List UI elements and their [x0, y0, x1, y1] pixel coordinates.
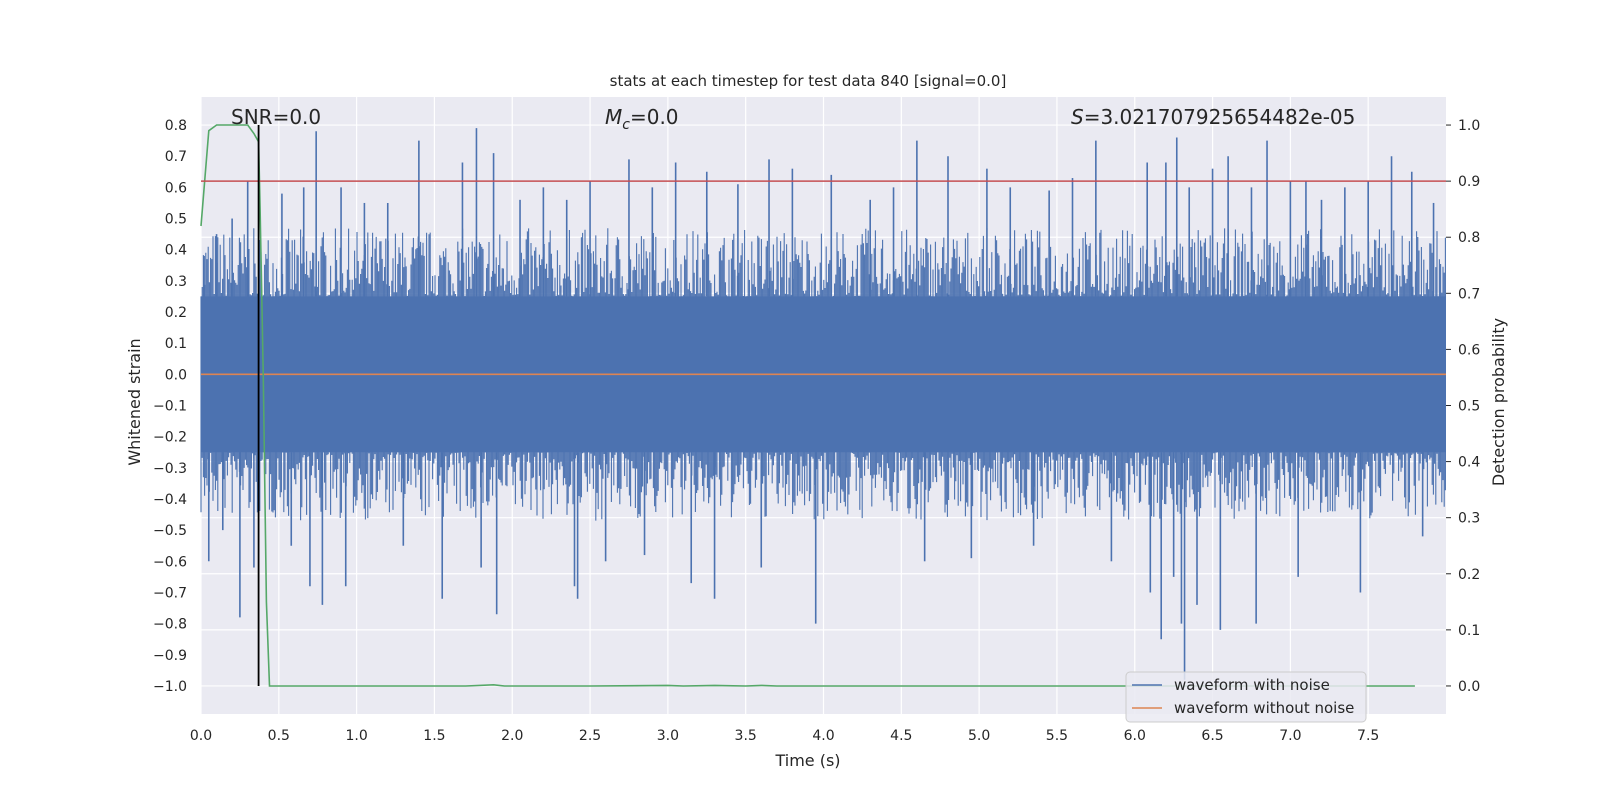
x-tick-label: 7.0 [1279, 728, 1301, 744]
x-tick-label: 3.0 [657, 728, 679, 744]
y-right-tick-label: 1.0 [1458, 118, 1480, 134]
x-tick-label: 6.5 [1201, 728, 1223, 744]
y-tick-label: −0.1 [153, 399, 187, 415]
y-axis-label: Whitened strain [125, 338, 144, 465]
x-tick-label: 3.5 [735, 728, 757, 744]
x-tick-label: 4.0 [812, 728, 834, 744]
x-axis-label: Time (s) [774, 751, 840, 770]
mc-annotation: Mc=0.0 [605, 105, 679, 133]
y-tick-label: 0.7 [165, 149, 187, 165]
x-tick-label: 0.0 [190, 728, 212, 744]
y-tick-label: 0.1 [165, 336, 187, 352]
y-tick-label: −0.2 [153, 430, 187, 446]
snr-value: =0.0 [273, 105, 322, 129]
snr-annotation: SNR=0.0 [231, 105, 321, 129]
y-tick-label: −0.4 [153, 492, 187, 508]
y-tick-label: 0.3 [165, 274, 187, 290]
x-tick-label: 2.0 [501, 728, 523, 744]
y-right-tick-label: 0.5 [1458, 399, 1480, 415]
y-right-tick-label: 0.7 [1458, 286, 1480, 302]
y-tick-label: −0.6 [153, 554, 187, 570]
x-tick-label: 4.5 [890, 728, 912, 744]
s-symbol: S [1071, 105, 1084, 129]
noise-trace [200, 227, 1446, 521]
x-tick-label: 0.5 [268, 728, 290, 744]
y-tick-label: 0.5 [165, 212, 187, 228]
legend: waveform with noise waveform without noi… [1125, 671, 1367, 723]
y-tick-label: −1.0 [153, 679, 187, 695]
x-tick-label: 7.5 [1357, 728, 1379, 744]
legend-box [1125, 671, 1367, 723]
y-right-tick-label: 0.3 [1458, 511, 1480, 527]
y-tick-label: −0.8 [153, 617, 187, 633]
mc-subscript: c [622, 117, 630, 133]
s-value: =3.021707925654482e-05 [1084, 105, 1356, 129]
x-tick-label: 1.0 [345, 728, 367, 744]
mc-symbol: M [605, 105, 622, 129]
y-right-tick-label: 0.0 [1458, 679, 1480, 695]
series-detection-probability [200, 124, 1415, 687]
mc-value: =0.0 [630, 105, 679, 129]
x-tick-label: 6.0 [1124, 728, 1146, 744]
s-annotation: S=3.021707925654482e-05 [1071, 105, 1355, 129]
y-tick-label: 0.6 [165, 180, 187, 196]
y-tick-label: 0.0 [165, 367, 187, 383]
chart-title: stats at each timestep for test data 840… [610, 72, 1007, 90]
y-right-tick-label: 0.1 [1458, 623, 1480, 639]
x-tick-label: 5.0 [968, 728, 990, 744]
y-right-tick-label: 0.8 [1458, 230, 1480, 246]
legend-label-noise: waveform with noise [1174, 676, 1330, 694]
probability-line [200, 124, 1415, 687]
y-right-tick-label: 0.2 [1458, 567, 1480, 583]
snr-label: SNR [231, 105, 273, 129]
y-tick-label: −0.7 [153, 585, 187, 601]
axis-ticks: 0.0 0.5 1.0 1.5 2.0 2.5 3.0 3.5 4.0 4.5 5.0 5.5 6.0 6… [153, 118, 1480, 744]
y-tick-label: −0.5 [153, 523, 187, 539]
legend-label-clean: waveform without noise [1174, 699, 1354, 717]
y-axis-right-label: Detection probability [1489, 318, 1508, 486]
x-tick-label: 5.5 [1046, 728, 1068, 744]
y-tick-label: 0.2 [165, 305, 187, 321]
y-right-tick-label: 0.4 [1458, 455, 1480, 471]
y-tick-label: −0.3 [153, 461, 187, 477]
y-tick-label: 0.4 [165, 243, 187, 259]
y-right-tick-label: 0.6 [1458, 342, 1480, 358]
y-tick-label: 0.8 [165, 118, 187, 134]
x-tick-label: 2.5 [579, 728, 601, 744]
x-tick-label: 1.5 [423, 728, 445, 744]
y-tick-label: −0.9 [153, 648, 187, 664]
y-right-tick-label: 0.9 [1458, 174, 1480, 190]
